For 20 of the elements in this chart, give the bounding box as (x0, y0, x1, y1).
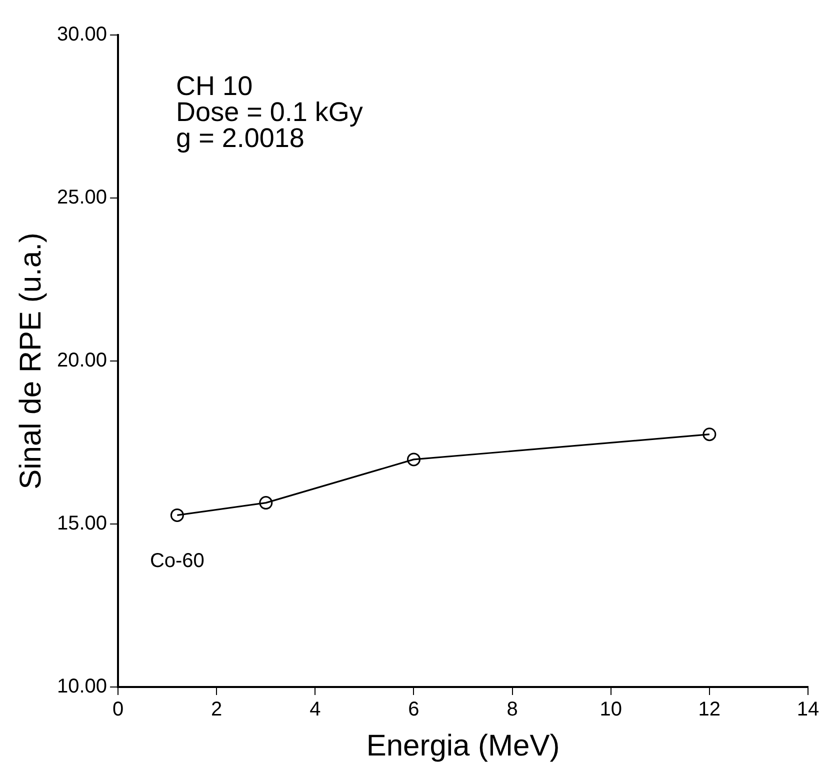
x-tick-label: 4 (310, 698, 321, 721)
x-axis-title: Energia (MeV) (366, 729, 560, 762)
x-tick-label: 6 (408, 698, 420, 721)
x-tick-label: 2 (211, 698, 222, 721)
y-axis-title: Sinal de RPE (u.a.) (14, 232, 48, 490)
y-tick-label: 30.00 (56, 24, 108, 46)
y-tick-label: 25.00 (56, 186, 108, 209)
y-tick-label: 15.00 (56, 512, 108, 535)
point (170, 508, 184, 522)
x-tick-label: 12 (698, 698, 721, 721)
annotation: Co-60 (150, 550, 204, 572)
y-tick-label: 10.00 (56, 676, 108, 698)
x-tick-label: 10 (600, 698, 622, 721)
point (259, 496, 273, 510)
x-tick-label: 14 (796, 698, 820, 721)
point (702, 428, 716, 442)
point (406, 452, 420, 466)
x-tick-label: 8 (506, 698, 518, 721)
x-tick-label: 0 (112, 698, 124, 721)
y-tick-label: 20.00 (56, 350, 108, 372)
